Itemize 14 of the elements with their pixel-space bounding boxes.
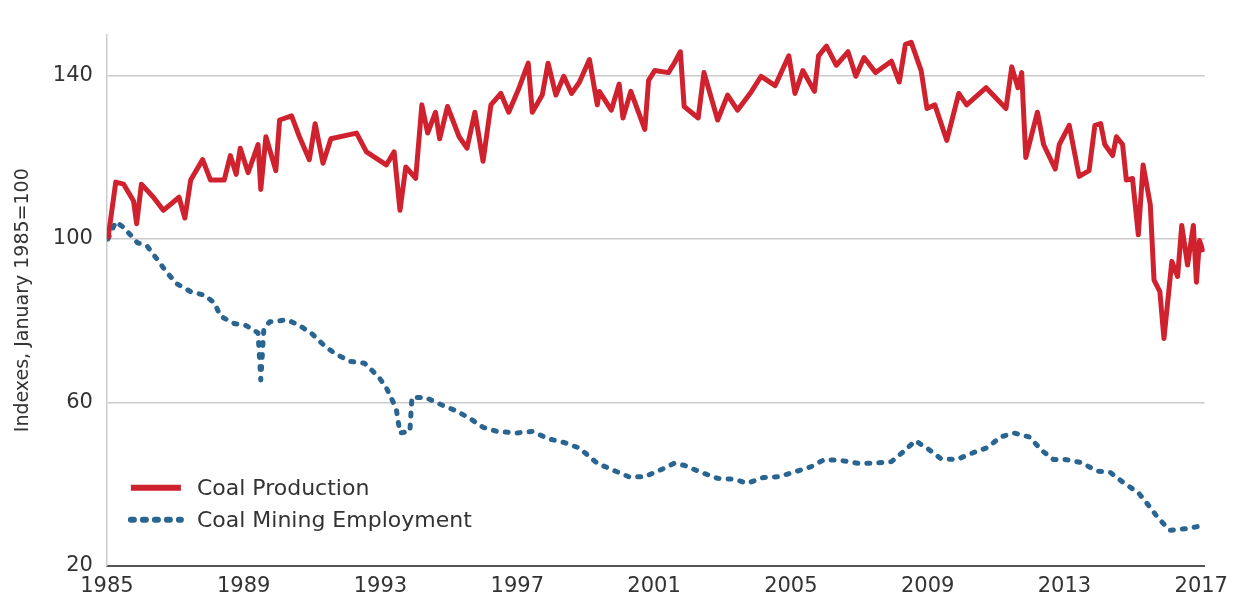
x-tick-label: 2013	[1037, 572, 1092, 597]
x-tick-label: 1997	[490, 572, 544, 597]
x-tick-label: 2009	[900, 572, 955, 597]
y-tick-label: 140	[52, 61, 93, 86]
y-tick-label: 60	[66, 388, 93, 413]
legend-label: Coal Production	[196, 474, 370, 500]
x-tick-label: 2017	[1174, 572, 1228, 597]
x-tick-label: 2001	[627, 572, 681, 597]
x-tick-label: 2005	[764, 572, 818, 597]
x-tick-label: 1989	[216, 572, 271, 597]
legend-label: Coal Mining Employment	[196, 506, 473, 532]
y-tick-label: 100	[52, 225, 93, 250]
y-axis-title: Indexes, January 1985=100	[10, 168, 33, 433]
x-tick-label: 1993	[353, 572, 408, 597]
